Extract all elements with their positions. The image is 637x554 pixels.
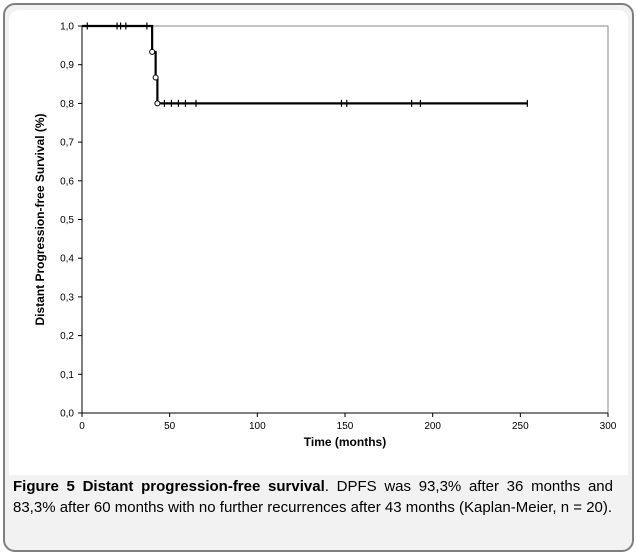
x-tick-label: 150 — [337, 421, 354, 432]
x-tick-label: 250 — [512, 421, 529, 432]
figure-panel — [3, 3, 634, 552]
event-mark — [154, 100, 161, 107]
y-tick-label: 0,0 — [60, 409, 74, 420]
y-tick-label: 0,1 — [60, 370, 74, 381]
y-tick-label: 0,9 — [60, 60, 74, 71]
y-tick-label: 0,5 — [60, 215, 74, 226]
survival-curve — [82, 24, 528, 105]
y-tick-label: 0,4 — [60, 254, 74, 265]
event-mark — [149, 48, 156, 55]
axes — [81, 26, 608, 414]
y-axis-title: Distant Progression-free Survival (%) — [33, 113, 47, 325]
plot-frame — [81, 25, 609, 414]
caption-text: . DPFS was 93,3% after 36 months and 83,… — [13, 478, 613, 516]
ticks — [78, 25, 609, 417]
chart-area — [9, 10, 628, 475]
survival-curve-group — [82, 24, 528, 105]
y-tick-label: 0,8 — [60, 99, 74, 110]
y-tick-label: 1,0 — [60, 22, 74, 33]
x-axis-title: Time (months) — [304, 435, 386, 449]
x-tick-label: 0 — [79, 421, 85, 432]
figure-caption: Figure 5 Distant progression-free surviv… — [13, 476, 613, 518]
caption-label: Figure 5 Distant progression-free surviv… — [13, 478, 325, 495]
x-tick-label: 200 — [424, 421, 441, 432]
y-tick-label: 0,7 — [60, 138, 74, 149]
marks-group — [86, 22, 528, 107]
tick-labels: 0 50 100 150 200 250 300 0,0 0,1 0,2 0,3 0,4 0,5 0,6 0… — [60, 22, 617, 433]
y-tick-label: 0,3 — [60, 292, 74, 303]
x-tick-label: 50 — [164, 421, 176, 432]
event-mark — [152, 74, 159, 81]
y-tick-label: 0,6 — [60, 176, 74, 187]
x-tick-label: 300 — [600, 421, 617, 432]
x-tick-label: 100 — [249, 421, 266, 432]
y-tick-label: 0,2 — [60, 331, 74, 342]
